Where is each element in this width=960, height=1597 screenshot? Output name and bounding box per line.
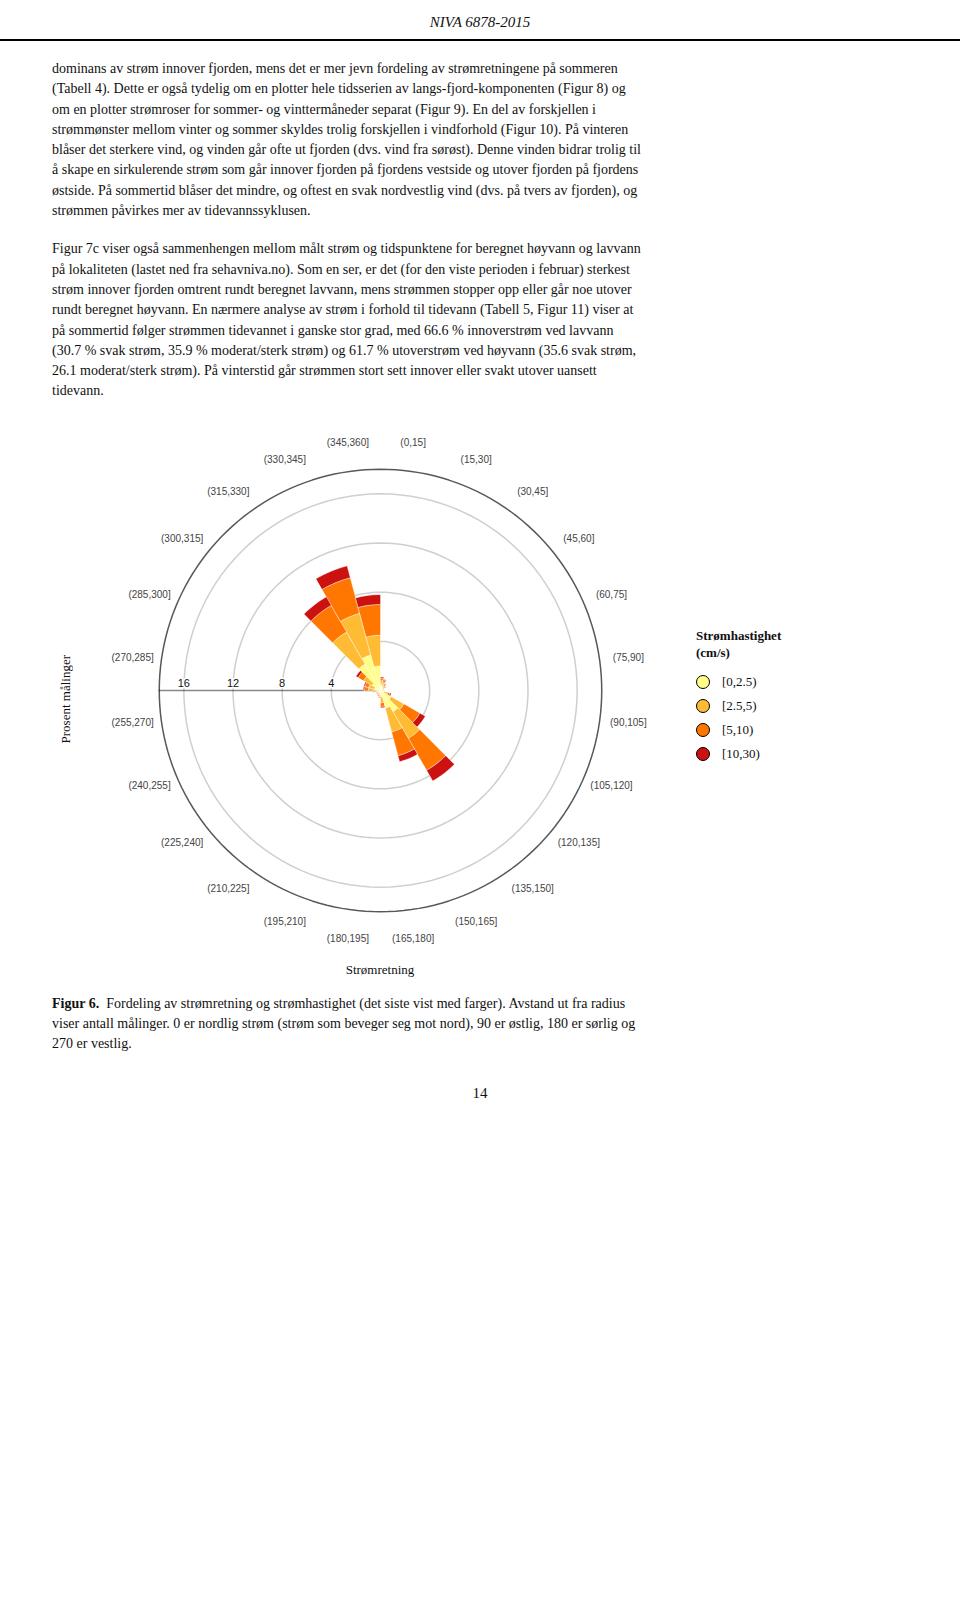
- html-text:[0,2.5): [0,2.5): [722, 673, 757, 689]
- svg-text:(135,150]: (135,150]: [512, 883, 554, 894]
- svg-text:(225,240]: (225,240]: [161, 837, 203, 848]
- svg-text:(255,270]: (255,270]: [112, 717, 154, 728]
- svg-text:(345,360]: (345,360]: [327, 437, 369, 448]
- svg-text:(75,90]: (75,90]: [613, 652, 644, 663]
- svg-text:(270,285]: (270,285]: [112, 652, 154, 663]
- svg-text:(150,165]: (150,165]: [455, 915, 497, 926]
- svg-text:(195,210]: (195,210]: [264, 915, 306, 926]
- html-text:[5,10): [5,10): [722, 721, 754, 737]
- svg-text:(105,120]: (105,120]: [590, 780, 632, 791]
- svg-text:(210,225]: (210,225]: [207, 883, 249, 894]
- html-text:Strømhastighet (cm/s): Strømhastighet (cm/s): [696, 627, 782, 660]
- svg-text:4: 4: [328, 677, 334, 689]
- svg-text:(315,330]: (315,330]: [207, 486, 249, 497]
- html-text:Figur 6.: Figur 6.: [52, 995, 100, 1011]
- html-text:NIVA 6878-2015: NIVA 6878-2015: [429, 14, 531, 30]
- html-text:Strømretning: Strømretning: [345, 961, 415, 977]
- svg-text:8: 8: [279, 677, 285, 689]
- svg-text:16: 16: [178, 677, 190, 689]
- svg-text:(120,135]: (120,135]: [558, 837, 600, 848]
- svg-text:(180,195]: (180,195]: [327, 932, 369, 943]
- svg-text:(45,60]: (45,60]: [563, 532, 594, 543]
- svg-text:12: 12: [227, 677, 239, 689]
- html-text:[2.5,5): [2.5,5): [722, 697, 757, 713]
- svg-text:(285,300]: (285,300]: [128, 589, 170, 600]
- html-text:Fordeling av strømretning og s: Fordeling av strømretning og strømhastig…: [52, 995, 636, 1052]
- svg-text:(90,105]: (90,105]: [610, 717, 647, 728]
- html-text:Prosent målinger: Prosent målinger: [58, 654, 73, 743]
- svg-text:(15,30]: (15,30]: [461, 453, 492, 464]
- svg-text:(30,45]: (30,45]: [517, 486, 548, 497]
- svg-text:(240,255]: (240,255]: [128, 780, 170, 791]
- html-text:Figur 7c viser også sammenheng: Figur 7c viser også sammenhengen mellom …: [52, 241, 641, 399]
- svg-text:(165,180]: (165,180]: [392, 932, 434, 943]
- html-text:dominans av strøm innover fjor: dominans av strøm innover fjorden, mens …: [52, 61, 641, 219]
- svg-text:(0,15]: (0,15]: [400, 437, 426, 448]
- svg-text:(300,315]: (300,315]: [161, 532, 203, 543]
- html-text:14: 14: [472, 1084, 488, 1101]
- svg-text:(330,345]: (330,345]: [264, 453, 306, 464]
- html-text:[10,30): [10,30): [722, 745, 760, 761]
- svg-text:(60,75]: (60,75]: [596, 589, 627, 600]
